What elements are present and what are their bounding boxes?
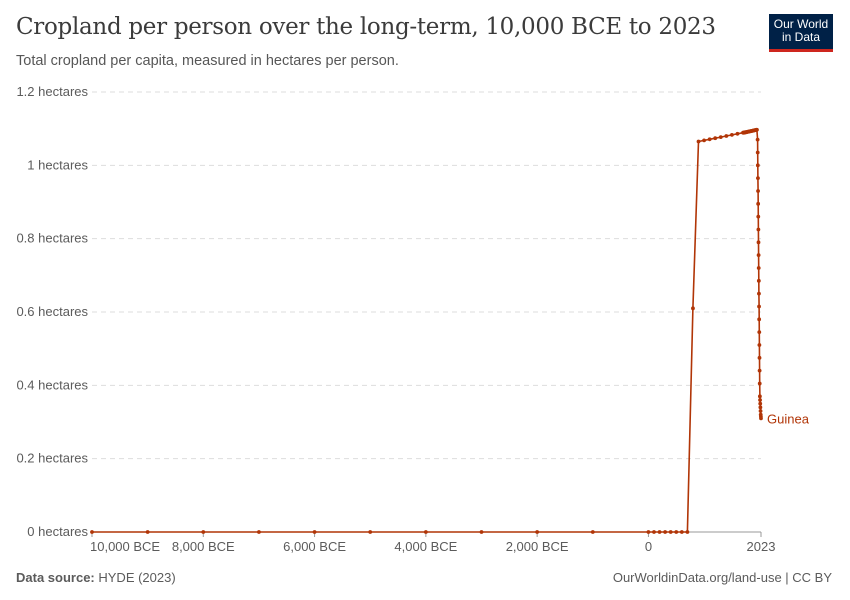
- data-point: [757, 343, 762, 347]
- data-point: [674, 530, 679, 534]
- data-point: [718, 135, 723, 140]
- y-tick-label: 0 hectares: [27, 524, 88, 539]
- data-point: [755, 137, 760, 142]
- data-point: [756, 176, 760, 181]
- data-point: [423, 530, 428, 534]
- data-point: [90, 530, 94, 534]
- data-point: [724, 134, 729, 138]
- data-point: [756, 189, 760, 193]
- data-point: [758, 405, 763, 410]
- x-tick-label: 4,000 BCE: [394, 539, 457, 554]
- data-point: [756, 227, 761, 232]
- data-point: [755, 127, 759, 132]
- data-point: [145, 530, 150, 534]
- x-tick-label: 8,000 BCE: [172, 539, 235, 554]
- data-point: [756, 278, 761, 283]
- data-point: [758, 398, 762, 402]
- data-point: [368, 530, 373, 534]
- y-tick-label: 1.2 hectares: [16, 84, 88, 99]
- series-line: [92, 129, 762, 533]
- data-point: [679, 530, 684, 534]
- owid-logo[interactable]: Our World in Data: [769, 14, 833, 52]
- data-point: [756, 201, 761, 206]
- data-point: [713, 136, 718, 141]
- data-point: [756, 266, 761, 270]
- data-point: [479, 530, 484, 534]
- y-tick-label: 0.2 hectares: [16, 451, 88, 466]
- data-point: [757, 330, 762, 335]
- y-tick-label: 0.8 hectares: [16, 231, 88, 246]
- data-source: Data source: HYDE (2023): [16, 570, 176, 585]
- data-point: [735, 131, 740, 136]
- data-point: [257, 530, 261, 534]
- data-point: [729, 133, 734, 137]
- series-label: Guinea: [767, 411, 810, 426]
- data-point: [756, 214, 761, 219]
- y-tick-label: 0.6 hectares: [16, 304, 88, 319]
- footer-link[interactable]: OurWorldinData.org/land-use | CC BY: [612, 570, 832, 585]
- data-point: [757, 368, 762, 373]
- data-point: [757, 304, 761, 309]
- chart-title: Cropland per person over the long-term, …: [16, 14, 716, 40]
- data-point: [756, 253, 761, 258]
- data-point: [758, 409, 763, 413]
- data-point: [646, 530, 651, 534]
- source-link[interactable]: HYDE (2023): [98, 570, 176, 585]
- data-point: [663, 530, 668, 534]
- data-point: [755, 150, 760, 155]
- data-point: [652, 530, 656, 534]
- data-point: [702, 138, 706, 143]
- data-point: [757, 381, 762, 386]
- data-point: [755, 163, 760, 168]
- data-point: [691, 306, 695, 311]
- x-tick-label: 0: [645, 539, 652, 554]
- data-point: [757, 355, 762, 360]
- data-point: [685, 530, 690, 534]
- data-point: [759, 416, 763, 421]
- x-tick-label: 6,000 BCE: [283, 539, 346, 554]
- data-point: [757, 394, 762, 399]
- data-point: [756, 240, 761, 245]
- y-tick-label: 1 hectares: [27, 157, 88, 172]
- y-tick-label: 0.4 hectares: [16, 377, 88, 392]
- data-point: [312, 530, 317, 534]
- data-point: [757, 291, 761, 296]
- data-point: [758, 401, 763, 406]
- x-tick-label: 10,000 BCE: [90, 539, 160, 554]
- x-tick-label: 2023: [747, 539, 776, 554]
- x-tick-label: 2,000 BCE: [506, 539, 569, 554]
- data-point: [707, 137, 712, 142]
- data-point: [535, 530, 540, 534]
- data-point: [590, 530, 595, 534]
- data-point: [201, 530, 206, 534]
- data-point: [696, 139, 701, 144]
- chart-subtitle: Total cropland per capita, measured in h…: [16, 53, 399, 69]
- source-label: Data source:: [16, 570, 95, 585]
- data-point: [757, 317, 762, 322]
- data-point: [657, 530, 662, 534]
- data-point: [668, 530, 673, 534]
